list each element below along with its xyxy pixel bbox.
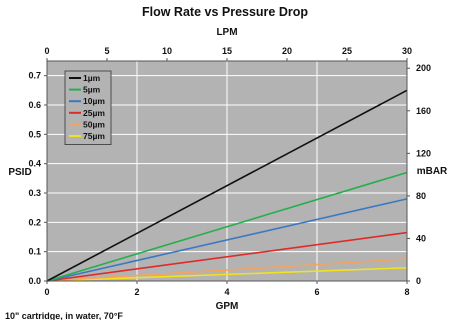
series-line-1m — [46, 89, 408, 282]
x-axis-title: GPM — [216, 301, 239, 312]
y-tick-label: 0.6 — [28, 100, 41, 110]
y-tick-label: 0.5 — [28, 129, 41, 139]
x-top-tick-label: 20 — [282, 46, 292, 56]
y-tick-label: 0.2 — [28, 217, 41, 227]
y-right-tick-label: 160 — [416, 106, 431, 116]
series-line-75m — [46, 267, 408, 282]
axis-ticks: 0 2 4 6 80 5 10 15 20 25 300.00.10.20.30.40.50.60.… — [28, 46, 431, 297]
y-tick-label: 0.1 — [28, 247, 41, 257]
y-right-axis-title: mBAR — [417, 166, 448, 177]
x-tick-label: 8 — [404, 287, 409, 297]
legend-label-5m: 5µm — [83, 85, 101, 95]
y-axis-title: PSID — [8, 167, 31, 178]
x-top-tick-label: 10 — [162, 46, 172, 56]
legend-label-75m: 75µm — [83, 131, 105, 141]
series-line-50m — [46, 258, 408, 282]
x-top-tick-label: 5 — [104, 46, 109, 56]
x-top-tick-label: 15 — [222, 46, 232, 56]
y-right-tick-label: 40 — [416, 233, 426, 243]
y-tick-label: 0.4 — [28, 159, 41, 169]
x-top-tick-label: 25 — [342, 46, 352, 56]
x-tick-label: 6 — [314, 287, 319, 297]
y-right-tick-label: 0 — [416, 276, 421, 286]
x-tick-label: 2 — [134, 287, 139, 297]
legend-label-50m: 50µm — [83, 119, 105, 129]
chart-title: Flow Rate vs Pressure Drop — [142, 5, 308, 19]
y-tick-label: 0.7 — [28, 71, 41, 81]
y-tick-label: 0.3 — [28, 188, 41, 198]
series-line-5m — [46, 171, 408, 282]
series-line-25m — [46, 231, 408, 282]
y-tick-label: 0.0 — [28, 276, 41, 286]
x-top-axis-title: LPM — [216, 27, 237, 38]
series-lines — [46, 89, 408, 282]
legend-label-10m: 10µm — [83, 96, 105, 106]
x-tick-label: 4 — [224, 287, 229, 297]
x-top-tick-label: 0 — [44, 46, 49, 56]
y-right-tick-label: 200 — [416, 63, 431, 73]
series-line-10m — [46, 198, 408, 282]
x-top-tick-label: 30 — [402, 46, 412, 56]
legend-label-25m: 25µm — [83, 108, 105, 118]
x-tick-label: 0 — [44, 287, 49, 297]
y-right-tick-label: 120 — [416, 148, 431, 158]
footnote: 10" cartridge, in water, 70°F — [5, 311, 123, 320]
y-right-tick-label: 80 — [416, 191, 426, 201]
legend-box — [64, 70, 112, 145]
legend-label-1m: 1µm — [83, 73, 101, 83]
